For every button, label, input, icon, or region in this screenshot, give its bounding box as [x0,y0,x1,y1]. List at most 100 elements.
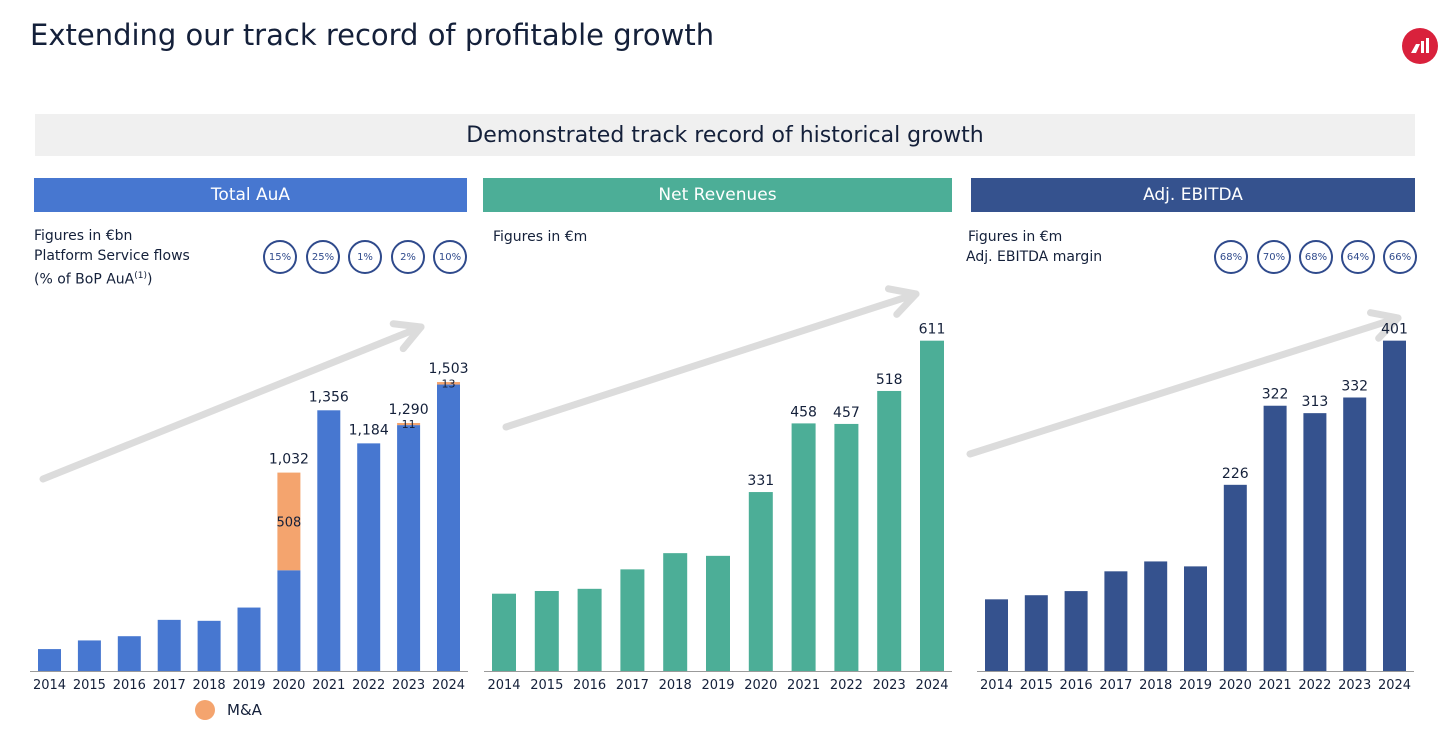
rev-units-note: Figures in €m [493,229,588,245]
ebitda-value-label: 401 [1381,322,1408,338]
ebitda-bar [1263,405,1287,671]
rev-value-label: 611 [919,322,946,338]
ebitda-bar [1104,571,1128,671]
legend-ma-label: M&A [227,701,262,719]
ebitda-bar [1064,591,1088,671]
ebitda-bar [1024,595,1048,671]
aua-notes: Figures in €bn Platform Service flows (%… [34,226,190,290]
rev-value-label: 518 [876,372,903,388]
rev-bar [620,569,645,671]
ebitda-x-tick: 2018 [1139,678,1172,693]
aua-total-label: 1,503 [428,361,468,377]
aua-bar [237,607,261,671]
rev-value-label: 331 [747,473,774,489]
rev-bar [834,423,859,671]
rev-value-label: 457 [833,405,860,421]
aua-bar [397,425,421,671]
aua-bar [117,636,141,671]
aua-ma-bar [397,422,421,426]
ebitda-bar [1303,413,1327,671]
aua-bar [437,384,460,671]
ebitda-margin-circle: 68% [1299,240,1333,274]
ebitda-margin-circle: 70% [1257,240,1291,274]
legend: M&A [195,700,262,720]
rev-x-tick: 2020 [744,678,777,693]
ebitda-x-tick: 2022 [1298,678,1331,693]
ebitda-value-label: 322 [1262,387,1289,403]
ebitda-notes: Figures in €m Adj. EBITDA margin [966,227,1103,267]
aua-flow-circle: 2% [391,240,425,274]
ebitda-bar [1343,397,1367,671]
aua-x-tick: 2014 [33,678,66,693]
rev-x-tick: 2021 [787,678,820,693]
rev-x-tick: 2022 [830,678,863,693]
ebitda-units-note: Figures in €m [968,229,1063,245]
rev-x-tick: 2018 [659,678,692,693]
rev-bar [577,588,602,671]
rev-x-tick: 2024 [915,678,948,693]
rev-x-tick: 2019 [701,678,734,693]
aua-x-tick: 2023 [392,678,425,693]
rev-bar [748,492,773,671]
ebitda-value-label: 226 [1222,466,1249,482]
aua-flow-circle: 25% [306,240,340,274]
aua-ma-label: 508 [276,515,301,530]
aua-bar [77,640,101,671]
aua-x-tick: 2021 [312,678,345,693]
aua-bar [197,620,221,671]
rev-x-tick: 2023 [873,678,906,693]
logo-icon [1402,28,1438,64]
aua-x-tick: 2022 [352,678,385,693]
aua-total-label: 1,356 [309,389,349,405]
aua-total-label: 1,290 [389,402,429,418]
panel-header-aua: Total AuA [34,178,467,212]
rev-bar [663,553,688,671]
aua-flows-subnote: (% of BoP AuA(1)) [34,271,153,288]
aua-x-tick: 2019 [232,678,265,693]
aua-bar [157,619,181,671]
rev-bar [706,555,730,671]
rev-value-label: 458 [790,404,817,420]
ebitda-margin-note: Adj. EBITDA margin [966,249,1103,265]
rev-bar [534,590,559,671]
growth-arrow-rev-shaft [502,290,920,431]
aua-ma-bar [277,472,301,571]
growth-arrow-ebitda-shaft [966,314,1402,458]
aua-ma-bar [437,382,460,385]
rev-x-tick: 2015 [530,678,563,693]
ebitda-x-tick: 2019 [1179,678,1212,693]
rev-bar [877,390,902,671]
aua-total-label: 1,184 [349,422,389,438]
aua-flows-note: Platform Service flows [34,248,190,264]
aua-flow-circle: 15% [263,240,297,274]
growth-arrow-aua-shaft [39,323,425,483]
aua-x-tick: 2015 [73,678,106,693]
ebitda-bar [985,599,1008,671]
ebitda-value-label: 313 [1302,394,1329,410]
ebitda-x-tick: 2020 [1219,678,1252,693]
aua-x-tick: 2018 [193,678,226,693]
aua-x-tick: 2017 [153,678,186,693]
growth-arrow-rev-head [884,285,920,318]
aua-flow-circle: 10% [433,240,467,274]
page-title: Extending our track record of profitable… [30,18,715,52]
aua-flow-circle: 1% [348,240,382,274]
aua-bar [38,649,61,671]
ebitda-bar [1383,340,1406,671]
aua-bar [357,443,381,671]
ebitda-x-tick: 2015 [1020,678,1053,693]
aua-x-tick: 2024 [432,678,465,693]
ebitda-margin-circle: 64% [1341,240,1375,274]
ebitda-x-tick: 2021 [1259,678,1292,693]
rev-x-tick: 2017 [616,678,649,693]
legend-ma-swatch [195,700,215,720]
aua-ma-label: 13 [442,377,456,390]
ebitda-x-tick: 2016 [1060,678,1093,693]
ebitda-x-tick: 2017 [1099,678,1132,693]
panel-header-revenues: Net Revenues [483,178,952,212]
rev-bar [920,340,944,671]
ebitda-bar [1144,561,1168,671]
aua-x-tick: 2016 [113,678,146,693]
ebitda-margin-circle: 68% [1214,240,1248,274]
